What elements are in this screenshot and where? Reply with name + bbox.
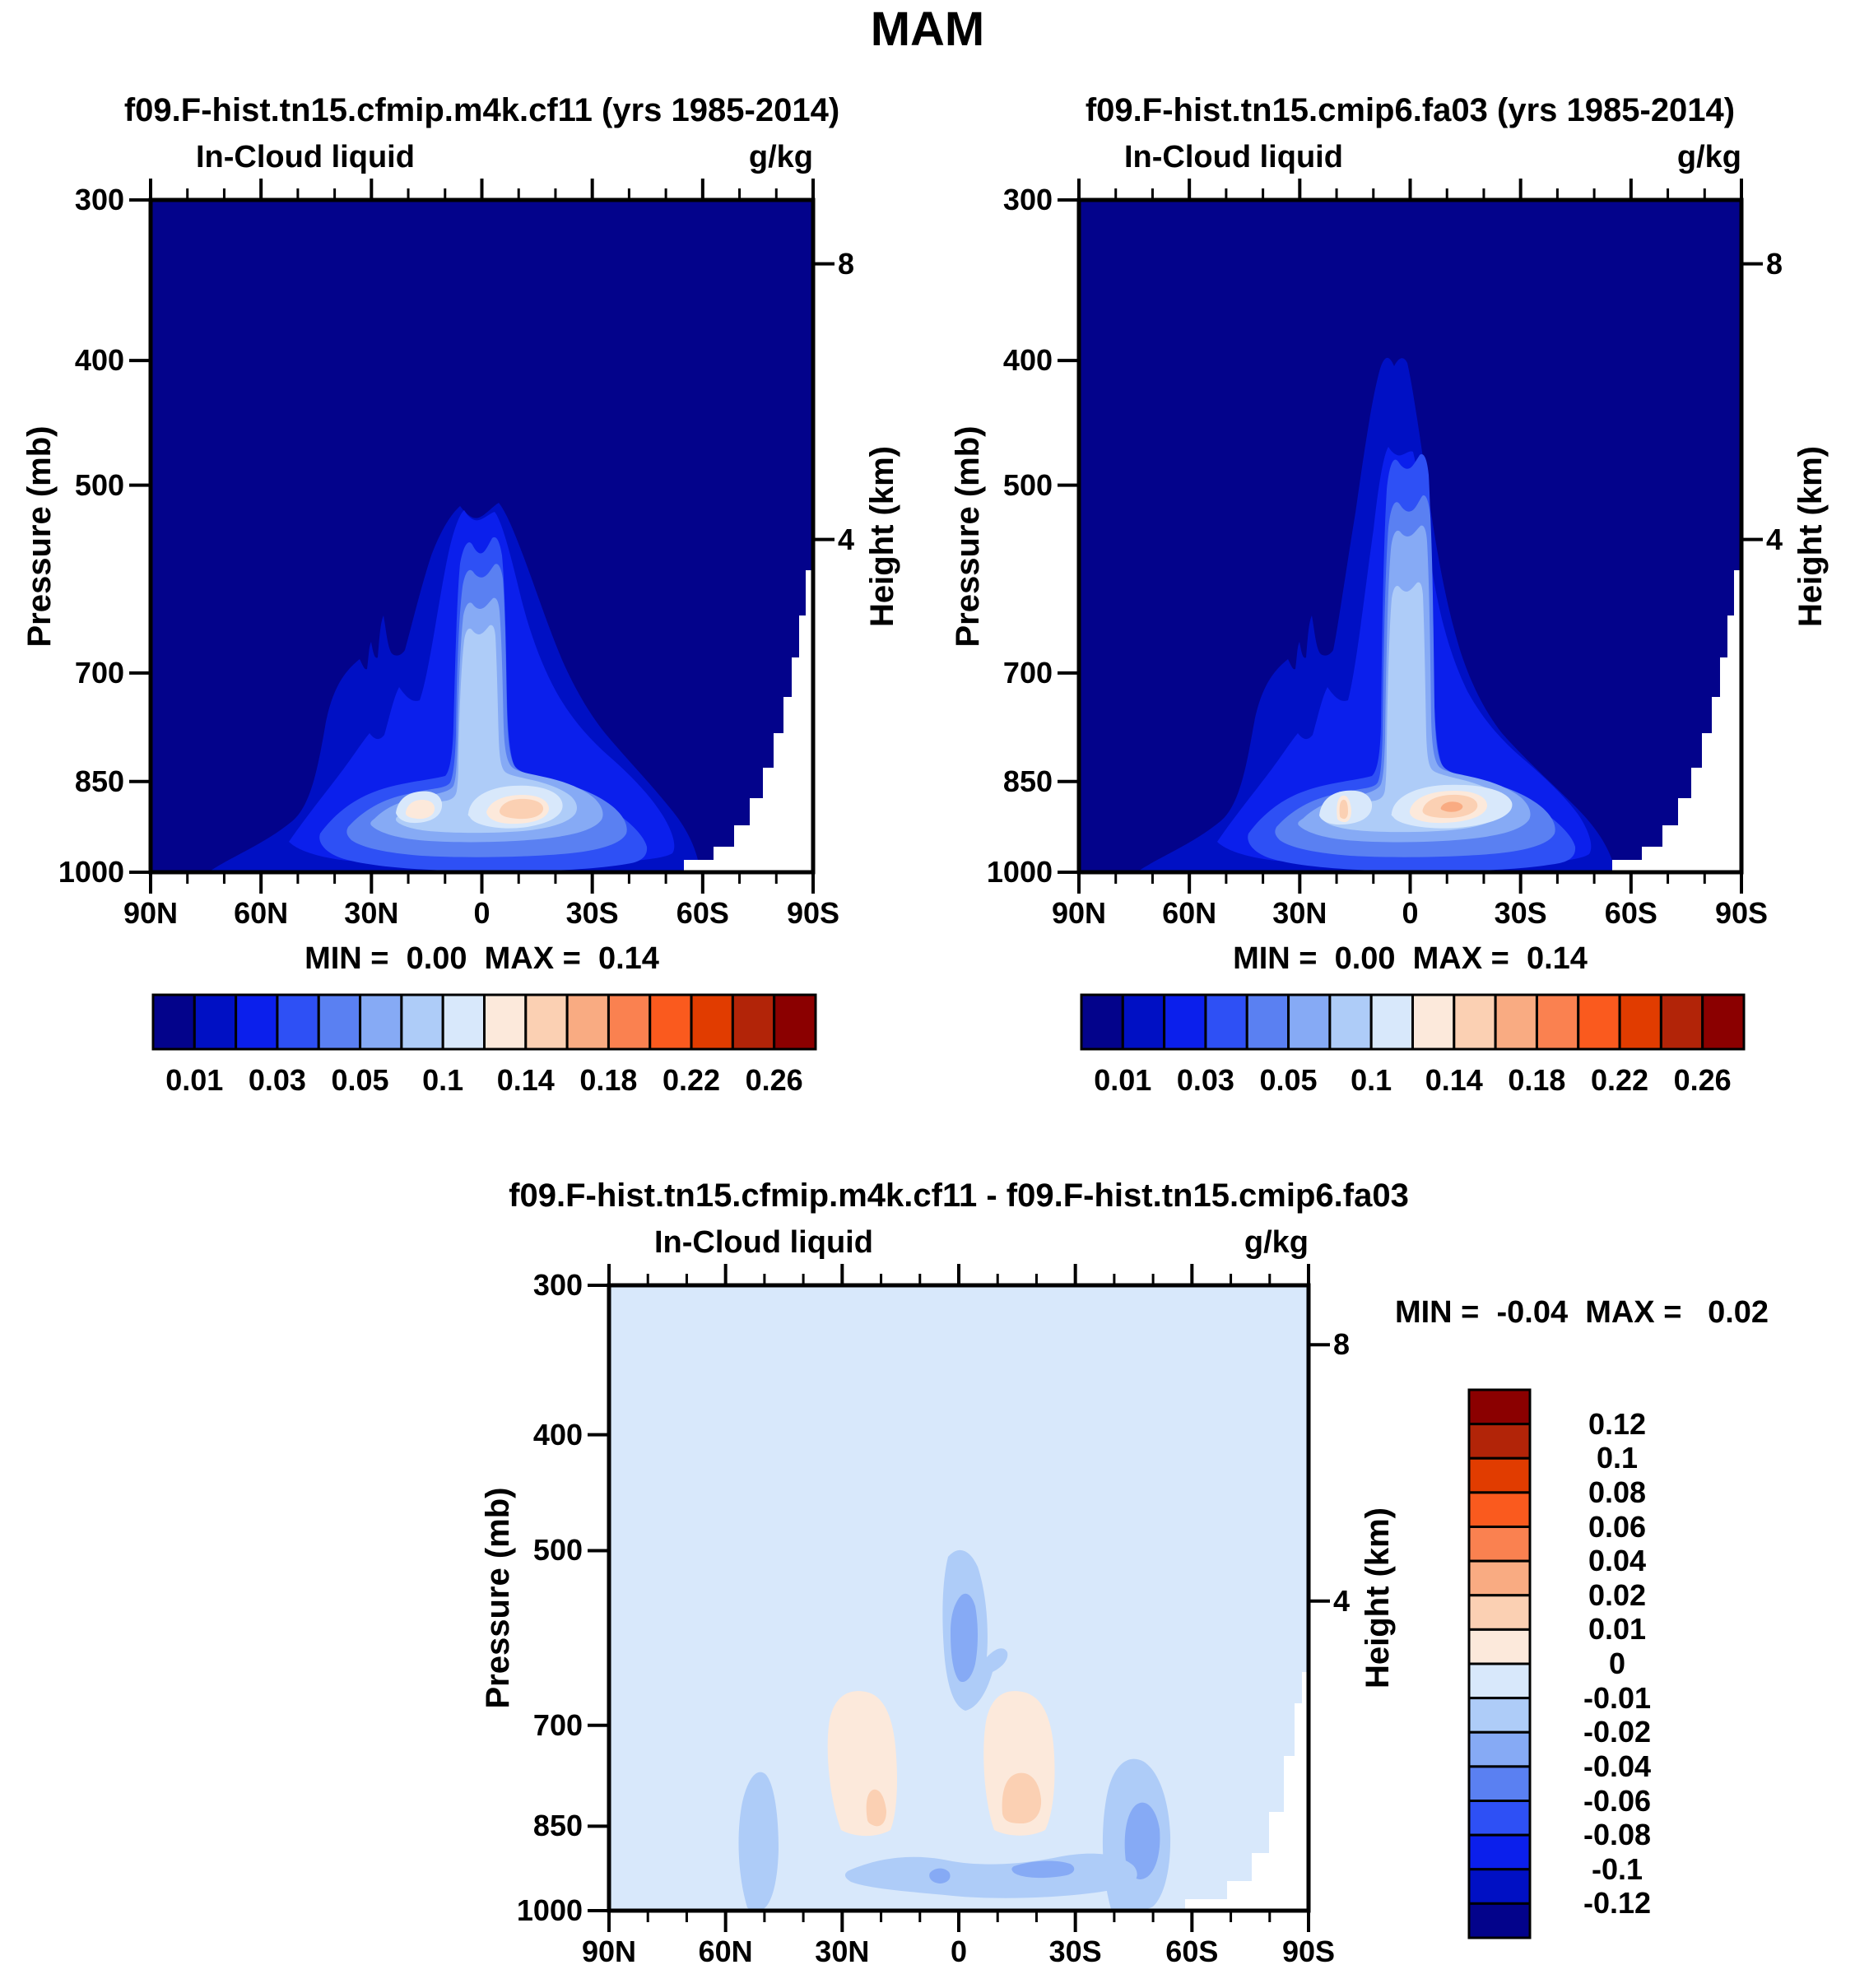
latitude-tick-label: 30S: [1048, 1935, 1102, 1968]
field-label: In-Cloud liquid: [654, 1225, 873, 1260]
colorbar-cells: [151, 993, 817, 1051]
colorbar-tick-label: -0.06: [1583, 1783, 1652, 1818]
latitude-tick-label: 30N: [1272, 896, 1327, 930]
latitude-tick-label: 60N: [1162, 896, 1217, 930]
pressure-tick-label: 300: [532, 1268, 583, 1302]
minmax-stats: MIN = -0.04 MAX = 0.02: [1394, 1295, 1769, 1330]
latitude-tick-label: 60N: [234, 896, 289, 930]
pressure-axis-title: Pressure (mb): [21, 425, 58, 647]
colorbar-tick-label: 0.1: [422, 1063, 464, 1097]
pressure-tick-label: 1000: [58, 855, 124, 889]
panel-title: f09.F-hist.tn15.cfmip.m4k.cf11 - f09.F-h…: [509, 1177, 1409, 1214]
height-tick-label: 8: [1333, 1327, 1351, 1362]
latitude-tick-label: 60S: [1604, 896, 1657, 930]
latitude-tick-label: 0: [473, 896, 490, 930]
contour-plot: [1058, 179, 1763, 894]
pressure-tick-label: 700: [74, 655, 124, 690]
latitude-tick-label: 90N: [581, 1935, 637, 1968]
colorbar-tick-label: -0.02: [1583, 1715, 1652, 1749]
colorbar-tick-label: 0.05: [331, 1063, 389, 1097]
colorbar-tick-label: 0.04: [1588, 1544, 1647, 1578]
colorbar-tick-label: 0.22: [1591, 1063, 1649, 1097]
contour-plot: [588, 1264, 1330, 1932]
colorbar-cells: [1080, 993, 1746, 1051]
pressure-tick-label: 500: [532, 1533, 583, 1568]
latitude-tick-label: 0: [950, 1935, 968, 1968]
colorbar-tick-label: -0.04: [1583, 1749, 1652, 1783]
minmax-stats: MIN = 0.00 MAX = 0.14: [305, 941, 659, 976]
latitude-tick-label: 30N: [344, 896, 399, 930]
pressure-tick-label: 850: [532, 1809, 583, 1843]
colorbar-tick-label: 0.1: [1351, 1063, 1392, 1097]
colorbar-tick-label: -0.12: [1583, 1886, 1652, 1921]
colorbar-tick-label: 0.1: [1596, 1441, 1639, 1475]
latitude-tick-label: 90S: [1714, 896, 1769, 930]
colorbar-tick-label: 0.02: [1588, 1577, 1647, 1612]
pressure-tick-label: 500: [74, 467, 124, 502]
colorbar-tick-label: -0.01: [1583, 1680, 1652, 1715]
colorbar-tick-label: 0: [1608, 1647, 1626, 1680]
colorbar-tick-label: 0.03: [248, 1063, 306, 1097]
colorbar-cells: [1467, 1388, 1532, 1939]
latitude-tick-label: 90S: [786, 896, 840, 930]
colorbar-tick-label: -0.08: [1583, 1818, 1652, 1852]
colorbar-tick-label: 0.18: [1508, 1063, 1566, 1097]
pressure-axis-title: Pressure (mb): [480, 1487, 516, 1709]
pressure-tick-label: 850: [74, 764, 124, 798]
colorbar-tick-label: 0.05: [1259, 1063, 1318, 1097]
pressure-tick-label: 850: [1002, 764, 1053, 798]
pressure-tick-label: 400: [532, 1417, 583, 1452]
latitude-tick-label: 30S: [1494, 896, 1547, 930]
pressure-tick-label: 400: [1002, 343, 1053, 378]
minmax-stats: MIN = 0.00 MAX = 0.14: [1233, 941, 1588, 976]
pressure-tick-label: 400: [74, 343, 124, 378]
field-label: In-Cloud liquid: [1124, 140, 1343, 174]
panel-title: f09.F-hist.tn15.cfmip.m4k.cf11 (yrs 1985…: [123, 92, 840, 128]
colorbar-tick-label: 0.22: [662, 1063, 721, 1097]
pressure-tick-label: 500: [1002, 467, 1053, 502]
pressure-tick-label: 300: [74, 183, 124, 216]
colorbar-tick-label: 0.06: [1588, 1509, 1647, 1544]
latitude-tick-label: 90N: [123, 896, 179, 930]
colorbar-tick-label: 0.01: [165, 1063, 224, 1097]
latitude-tick-label: 0: [1402, 896, 1419, 930]
colorbar-tick-label: 0.01: [1588, 1612, 1647, 1647]
latitude-tick-label: 90N: [1051, 896, 1107, 930]
latitude-tick-label: 60S: [676, 896, 729, 930]
height-tick-label: 4: [1766, 522, 1783, 556]
pressure-tick-label: 1000: [986, 855, 1053, 889]
latitude-tick-label: 60N: [698, 1935, 753, 1968]
height-tick-label: 4: [1333, 1583, 1351, 1618]
colorbar-tick-label: 0.14: [496, 1063, 555, 1097]
pressure-tick-label: 700: [532, 1707, 583, 1742]
pressure-axis-title: Pressure (mb): [950, 425, 986, 647]
units-label: g/kg: [1676, 140, 1741, 174]
height-tick-label: 8: [838, 246, 855, 281]
colorbar-tick-label: 0.18: [579, 1063, 638, 1097]
height-tick-label: 8: [1766, 246, 1783, 281]
panel-title: f09.F-hist.tn15.cmip6.fa03 (yrs 1985-201…: [1085, 92, 1736, 128]
colorbar-tick-label: 0.26: [1673, 1063, 1732, 1097]
colorbar-tick-label: 0.01: [1094, 1063, 1152, 1097]
latitude-tick-label: 30N: [815, 1935, 870, 1968]
figure-title: MAM: [870, 2, 985, 56]
colorbar-tick-label: 0.14: [1425, 1063, 1483, 1097]
units-label: g/kg: [748, 140, 813, 174]
height-tick-label: 4: [838, 522, 855, 556]
colorbar-tick-label: 0.12: [1588, 1406, 1647, 1441]
pressure-tick-label: 700: [1002, 655, 1053, 690]
pressure-tick-label: 1000: [516, 1893, 583, 1927]
colorbar-tick-label: 0.26: [745, 1063, 803, 1097]
latitude-tick-label: 90S: [1281, 1935, 1336, 1968]
latitude-tick-label: 60S: [1165, 1935, 1219, 1968]
units-label: g/kg: [1244, 1225, 1309, 1260]
colorbar-tick-label: 0.03: [1176, 1063, 1234, 1097]
colorbar-tick-label: 0.08: [1588, 1475, 1647, 1509]
field-label: In-Cloud liquid: [196, 140, 415, 174]
contour-plot: [129, 179, 835, 894]
latitude-tick-label: 30S: [565, 896, 619, 930]
colorbar-tick-label: -0.1: [1591, 1851, 1643, 1886]
pressure-tick-label: 300: [1002, 183, 1053, 216]
